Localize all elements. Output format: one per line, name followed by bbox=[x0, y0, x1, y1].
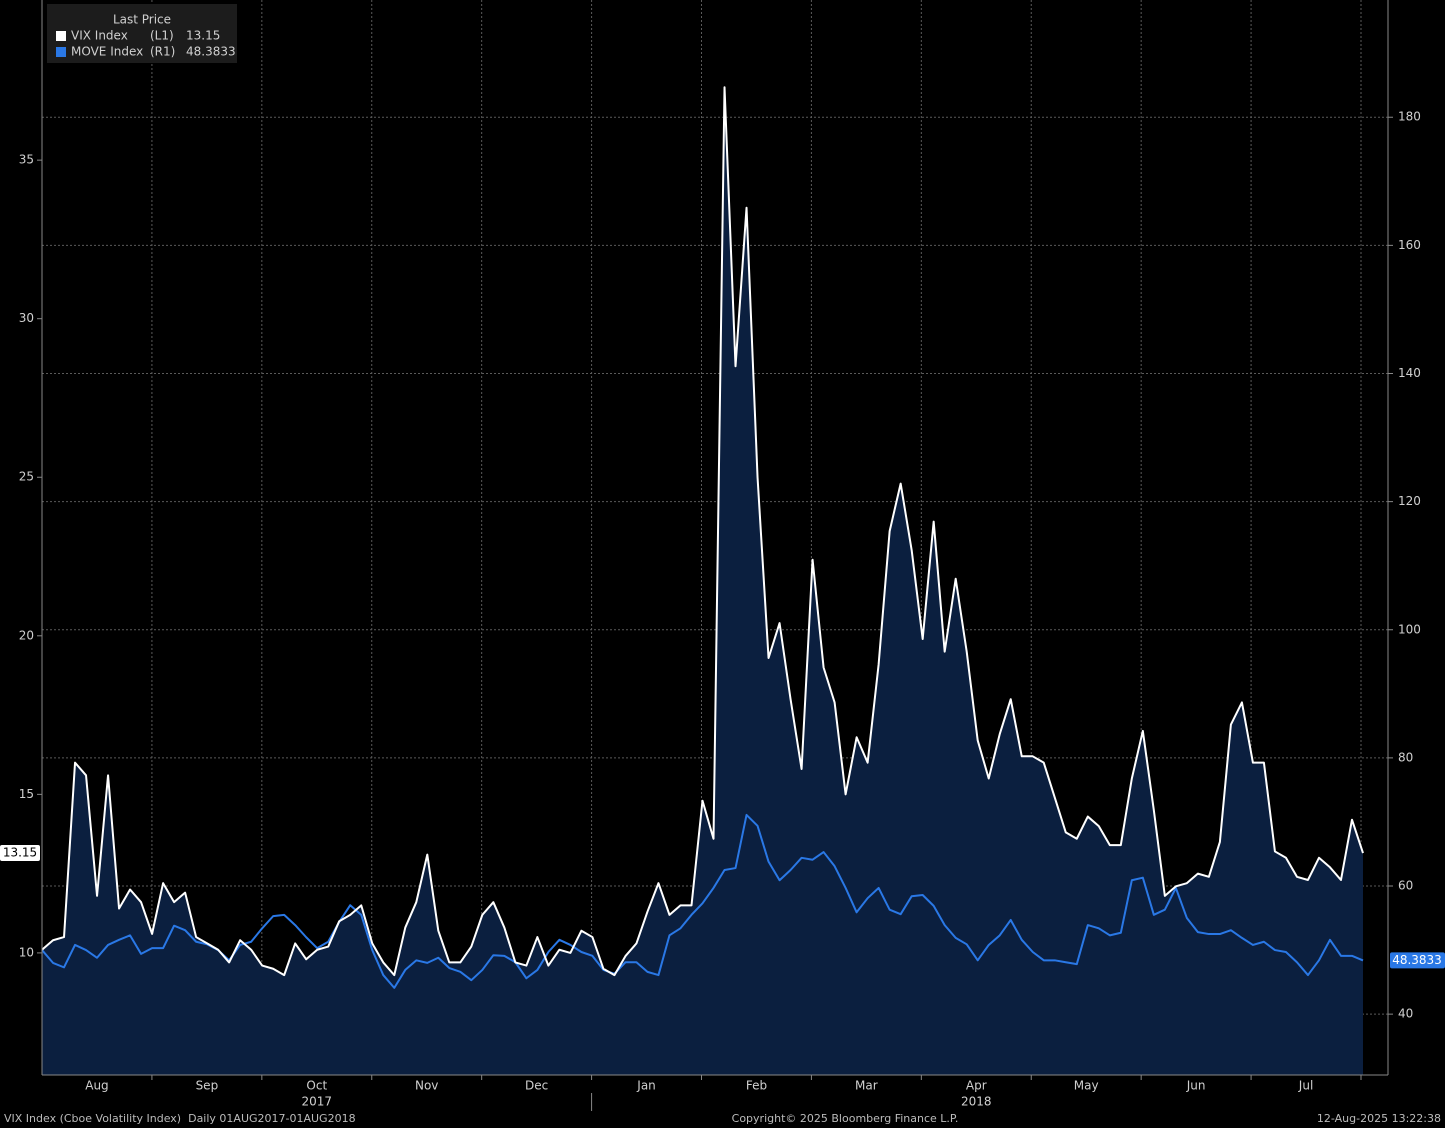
y2-tick-label: 60 bbox=[1398, 879, 1413, 893]
legend-axis: (L1) bbox=[150, 29, 174, 43]
y-tick-label: 15 bbox=[19, 787, 34, 801]
y2-tick-label: 180 bbox=[1398, 110, 1421, 124]
year-label: 2017 bbox=[302, 1095, 333, 1109]
x-tick-label: Jan bbox=[636, 1079, 656, 1093]
y2-tick-label: 40 bbox=[1398, 1007, 1413, 1021]
last-price-tag bbox=[1390, 952, 1445, 969]
x-tick-label: May bbox=[1074, 1079, 1099, 1093]
series-line bbox=[41, 813, 1364, 989]
y2-tick-label: 80 bbox=[1398, 750, 1413, 764]
footer-center: Copyright© 2025 Bloomberg Finance L.P. bbox=[732, 1112, 959, 1125]
y2-tick-label: 140 bbox=[1398, 366, 1421, 380]
footer-left: VIX Index (Cboe Volatility Index) Daily … bbox=[4, 1112, 356, 1125]
last-price-tag bbox=[0, 845, 40, 862]
y-tick-label: 25 bbox=[19, 470, 34, 484]
x-tick-label: Aug bbox=[85, 1079, 108, 1093]
y-tick-label: 35 bbox=[19, 153, 34, 167]
x-tick-label: Oct bbox=[306, 1079, 327, 1093]
y-tick-label: 10 bbox=[19, 945, 34, 959]
x-tick-label: Mar bbox=[855, 1079, 878, 1093]
series-line bbox=[41, 86, 1364, 977]
legend-last-value: 48.3833 bbox=[186, 45, 236, 59]
last-price-label: 13.15 bbox=[3, 846, 37, 860]
x-tick-label: Jun bbox=[1186, 1079, 1206, 1093]
legend-last-value: 13.15 bbox=[186, 29, 220, 43]
y-tick-label: 30 bbox=[19, 311, 34, 325]
x-tick-label: Feb bbox=[746, 1079, 767, 1093]
legend-name: VIX Index bbox=[71, 29, 128, 43]
series-area bbox=[42, 87, 1363, 1075]
y2-tick-label: 120 bbox=[1398, 494, 1421, 508]
legend-swatch bbox=[56, 31, 66, 41]
footer-right: 12-Aug-2025 13:22:38 bbox=[1317, 1112, 1441, 1125]
x-tick-label: Jul bbox=[1298, 1079, 1313, 1093]
plot bbox=[41, 86, 1364, 1075]
year-label: 2018 bbox=[961, 1095, 992, 1109]
x-tick-label: Dec bbox=[525, 1079, 548, 1093]
x-tick-label: Apr bbox=[966, 1079, 987, 1093]
legend-title: Last Price bbox=[113, 13, 171, 27]
legend: Last Price VIX Index (L1) 13.15 MOVE Index (… bbox=[47, 4, 237, 63]
x-tick-label: Nov bbox=[415, 1079, 438, 1093]
legend-swatch bbox=[56, 47, 66, 57]
legend-name: MOVE Index bbox=[71, 45, 143, 59]
last-price-label: 48.3833 bbox=[1392, 953, 1442, 967]
y2-tick-label: 100 bbox=[1398, 622, 1421, 636]
x-tick-label: Sep bbox=[196, 1079, 219, 1093]
legend-axis: (R1) bbox=[150, 45, 175, 59]
y-tick-label: 20 bbox=[19, 628, 34, 642]
legend-box bbox=[47, 4, 237, 63]
y2-tick-label: 160 bbox=[1398, 238, 1421, 252]
